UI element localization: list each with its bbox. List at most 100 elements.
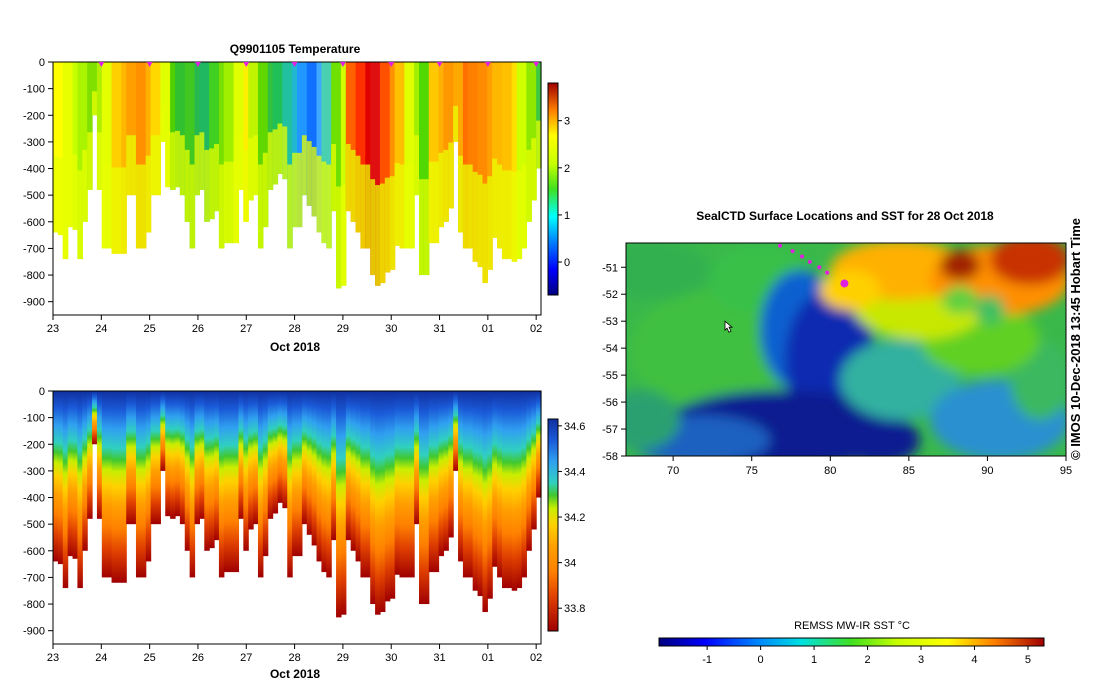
temperature-profile-column [365, 62, 371, 249]
salinity-profile-column [497, 391, 503, 578]
temperature-profile-column [155, 62, 161, 196]
temperature-profile-column [62, 62, 69, 260]
temperature-profile-column [165, 62, 171, 188]
salinity-x-axis: 23 24 25 26 27 28 29 30 31 01 02 [47, 644, 542, 664]
salinity-x-tick-label: 01 [482, 652, 494, 664]
temperature-profile-column [175, 62, 181, 188]
temperature-deep-layer [233, 161, 240, 244]
salinity-profile-column [336, 391, 342, 618]
temperature-profile-column [531, 62, 537, 201]
temperature-profile-column [438, 62, 444, 228]
temperature-profile-column [443, 62, 449, 222]
temperature-deep-layer [404, 164, 410, 249]
temperature-deep-layer [511, 171, 518, 262]
salinity-profile-column [131, 391, 137, 525]
temperature-profile-column [404, 62, 410, 249]
salinity-colorbar-label: 34 [564, 558, 576, 570]
temperature-deep-layer [189, 164, 196, 249]
temperature-profile-column [92, 62, 98, 116]
temperature-deep-layer [140, 164, 147, 249]
salinity-profile-column [243, 391, 249, 551]
salinity-profile-column [116, 391, 122, 583]
temperature-deep-layer [477, 174, 484, 268]
temperature-profile-column [101, 62, 108, 249]
temperature-profile-column [121, 62, 127, 254]
salinity-x-tick-label: 26 [192, 652, 204, 664]
temperature-deep-layer [116, 167, 122, 254]
salinity-profile-column [248, 391, 254, 530]
sst-field [626, 243, 1066, 456]
temperature-profile-column [116, 62, 122, 254]
salinity-profile-column [316, 391, 322, 562]
salinity-profile-column [135, 391, 142, 578]
salinity-colorbar-label: 34.2 [564, 512, 585, 524]
salinity-y-tick-label: -600 [23, 546, 45, 558]
temperature-deep-layer [321, 161, 327, 244]
temperature-deep-layer [301, 135, 308, 196]
map-colorbar-tick-label: 2 [864, 654, 870, 666]
salinity-plot-frame [52, 390, 542, 645]
salinity-profile-column [331, 391, 337, 541]
temperature-deep-layer [379, 183, 386, 284]
temperature-deep-layer [111, 167, 118, 254]
temperature-deep-layer [238, 132, 244, 190]
temperature-y-tick-label: 0 [39, 57, 45, 69]
salinity-x-tick-label: 24 [95, 652, 107, 664]
map-colorbar-tick-label: 0 [758, 654, 764, 666]
salinity-profile-column [175, 391, 181, 517]
current-position-marker [840, 279, 849, 288]
temperature-profile-column [170, 62, 176, 190]
salinity-profile-column [360, 391, 366, 578]
temperature-profile-column [384, 62, 391, 273]
map-title: SealCTD Surface Locations and SST for 28… [696, 209, 994, 223]
temperature-deep-layer [92, 91, 98, 116]
temperature-profile-column [53, 62, 59, 233]
temperature-profile-column [506, 62, 513, 260]
salinity-profile-column [301, 391, 308, 525]
track-point [778, 243, 782, 248]
salinity-profile-column [199, 391, 205, 519]
temperature-deep-layer [199, 132, 205, 190]
temperature-profile-column [462, 62, 469, 249]
temperature-profile-column [140, 62, 147, 249]
temperature-deep-layer [448, 142, 454, 209]
salinity-profile-column [394, 391, 401, 575]
salinity-profile-column [62, 391, 69, 589]
map-colorbar [658, 637, 1045, 647]
temperature-deep-layer [516, 170, 523, 260]
temperature-profile-column [262, 62, 269, 228]
track-point [825, 270, 830, 275]
salinity-y-tick-label: -800 [23, 599, 45, 611]
temperature-deep-layer [331, 144, 337, 212]
temperature-profile-column [433, 62, 440, 244]
sst-map-chart: SealCTD Surface Locations and SST for 28… [602, 209, 1072, 666]
temperature-profile-column [131, 62, 137, 196]
salinity-profile-column [297, 391, 303, 557]
salinity-profiles [53, 391, 542, 618]
temperature-profile-column [536, 62, 542, 169]
salinity-profile-column [350, 391, 357, 551]
temperature-y-tick-label: -400 [23, 164, 45, 176]
temperature-deep-layer [365, 164, 371, 249]
salinity-y-tick-label: -400 [23, 493, 45, 505]
temperature-y-tick-label: -500 [23, 190, 45, 202]
temperature-deep-layer [433, 161, 440, 244]
salinity-profile-column [262, 391, 269, 557]
salinity-profile-column [96, 391, 103, 519]
salinity-profile-column [267, 391, 274, 519]
temperature-profile-column [135, 62, 142, 249]
temperature-profile-column [194, 62, 200, 196]
temperature-profile-column [150, 62, 157, 196]
temperature-profile-column [209, 62, 215, 220]
temperature-deep-layer [360, 164, 366, 249]
temperature-deep-layer [253, 135, 259, 196]
temperature-y-tick-label: -700 [23, 243, 45, 255]
salinity-profile-column [453, 391, 459, 471]
temperature-deep-layer [243, 149, 249, 222]
temperature-y-tick-label: -600 [23, 217, 45, 229]
salinity-profile-column [140, 391, 147, 578]
temperature-deep-layer [204, 149, 210, 222]
salinity-profile-column [238, 391, 244, 519]
temperature-deep-layer [492, 158, 498, 238]
salinity-profile-column [82, 391, 88, 551]
